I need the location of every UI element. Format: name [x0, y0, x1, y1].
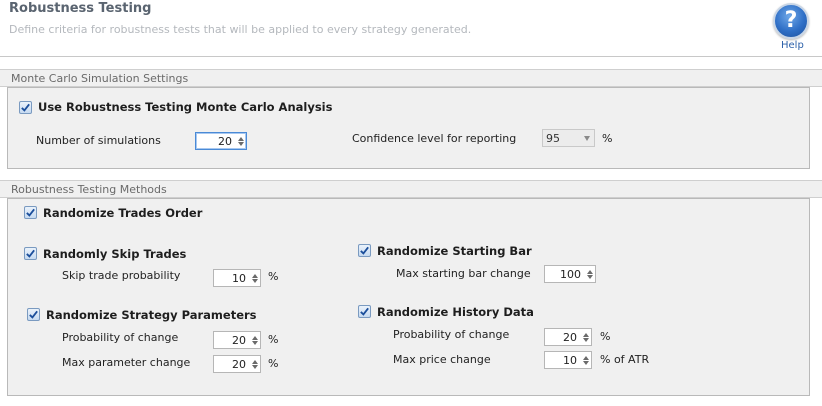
spinner-arrows[interactable]	[249, 356, 260, 372]
history-prob-change-label: Probability of change	[393, 328, 510, 341]
arrow-down-icon[interactable]	[251, 364, 258, 369]
monte-carlo-group-header: Monte Carlo Simulation Settings	[0, 69, 822, 87]
history-prob-change-spinner[interactable]: 20	[544, 328, 592, 346]
arrow-up-icon[interactable]	[251, 359, 258, 364]
skip-trade-probability-spinner[interactable]: 10	[213, 269, 261, 287]
checkmark-icon	[360, 246, 369, 255]
max-parameter-change-unit: %	[268, 357, 279, 370]
checkmark-icon	[29, 310, 38, 319]
starting-bar-checkbox[interactable]	[358, 244, 371, 257]
page-title: Robustness Testing	[9, 1, 152, 16]
strategy-prob-change-value[interactable]: 20	[232, 333, 246, 347]
max-parameter-change-label: Max parameter change	[62, 356, 191, 369]
confidence-unit: %	[602, 132, 613, 145]
checkmark-icon	[21, 103, 30, 112]
checkmark-icon	[26, 249, 35, 258]
skip-trade-probability-value[interactable]: 10	[232, 271, 246, 285]
skip-trade-probability-label: Skip trade probability	[62, 269, 181, 282]
strategy-prob-change-unit: %	[268, 333, 279, 346]
randomize-trades-order-label: Randomize Trades Order	[43, 206, 203, 220]
skip-trades-label: Randomly Skip Trades	[43, 247, 187, 261]
arrow-down-icon[interactable]	[582, 360, 589, 365]
methods-group-header: Robustness Testing Methods	[0, 180, 822, 198]
help-link[interactable]: Help	[781, 40, 804, 51]
max-parameter-change-value[interactable]: 20	[232, 357, 246, 371]
arrow-up-icon[interactable]	[237, 136, 244, 141]
checkmark-icon	[360, 307, 369, 316]
skip-trades-checkbox[interactable]	[24, 247, 37, 260]
help-question-icon: ?	[784, 8, 798, 33]
arrow-up-icon[interactable]	[582, 332, 589, 337]
confidence-level-label: Confidence level for reporting	[352, 132, 517, 145]
randomize-trades-order-checkbox[interactable]	[24, 206, 37, 219]
arrow-down-icon[interactable]	[251, 278, 258, 283]
spinner-arrows[interactable]	[249, 332, 260, 348]
history-prob-change-value[interactable]: 20	[563, 330, 577, 344]
spinner-arrows[interactable]	[584, 266, 595, 282]
max-starting-bar-change-label: Max starting bar change	[396, 267, 531, 280]
spinner-arrows[interactable]	[249, 270, 260, 286]
skip-trade-probability-unit: %	[268, 270, 279, 283]
chevron-down-icon[interactable]	[580, 135, 594, 141]
starting-bar-label: Randomize Starting Bar	[377, 244, 532, 258]
history-data-label: Randomize History Data	[377, 305, 534, 319]
spinner-arrows[interactable]	[235, 133, 246, 149]
strategy-prob-change-spinner[interactable]: 20	[213, 331, 261, 349]
use-monte-carlo-checkbox[interactable]	[19, 101, 32, 114]
max-starting-bar-change-value[interactable]: 100	[560, 267, 581, 281]
strategy-params-checkbox[interactable]	[27, 308, 40, 321]
arrow-down-icon[interactable]	[237, 141, 244, 146]
max-starting-bar-change-spinner[interactable]: 100	[544, 265, 596, 283]
header-divider	[0, 56, 822, 57]
confidence-level-value: 95	[546, 131, 560, 145]
max-price-change-label: Max price change	[393, 353, 491, 366]
arrow-up-icon[interactable]	[582, 355, 589, 360]
max-price-change-value[interactable]: 10	[563, 353, 577, 367]
max-price-change-unit: % of ATR	[600, 353, 650, 366]
checkmark-icon	[26, 208, 35, 217]
arrow-down-icon[interactable]	[586, 274, 593, 279]
arrow-down-icon[interactable]	[251, 340, 258, 345]
spinner-arrows[interactable]	[580, 329, 591, 345]
arrow-up-icon[interactable]	[251, 335, 258, 340]
monte-carlo-panel	[7, 87, 810, 169]
history-prob-change-unit: %	[600, 330, 611, 343]
history-data-checkbox[interactable]	[358, 305, 371, 318]
strategy-prob-change-label: Probability of change	[62, 331, 179, 344]
spinner-arrows[interactable]	[580, 352, 591, 368]
num-simulations-spinner[interactable]: 20	[195, 132, 247, 150]
methods-group-title: Robustness Testing Methods	[11, 183, 167, 196]
help-button[interactable]: ?	[773, 3, 809, 39]
arrow-up-icon[interactable]	[251, 273, 258, 278]
arrow-up-icon[interactable]	[586, 269, 593, 274]
monte-carlo-group-title: Monte Carlo Simulation Settings	[11, 72, 189, 85]
num-simulations-label: Number of simulations	[36, 134, 161, 147]
max-parameter-change-spinner[interactable]: 20	[213, 355, 261, 373]
use-monte-carlo-label: Use Robustness Testing Monte Carlo Analy…	[38, 100, 333, 114]
page-subtitle: Define criteria for robustness tests tha…	[9, 23, 472, 36]
strategy-params-label: Randomize Strategy Parameters	[46, 308, 257, 322]
arrow-down-icon[interactable]	[582, 337, 589, 342]
max-price-change-spinner[interactable]: 10	[544, 351, 592, 369]
methods-panel	[7, 198, 810, 396]
num-simulations-value[interactable]: 20	[218, 134, 232, 148]
confidence-level-select[interactable]: 95	[542, 129, 595, 147]
